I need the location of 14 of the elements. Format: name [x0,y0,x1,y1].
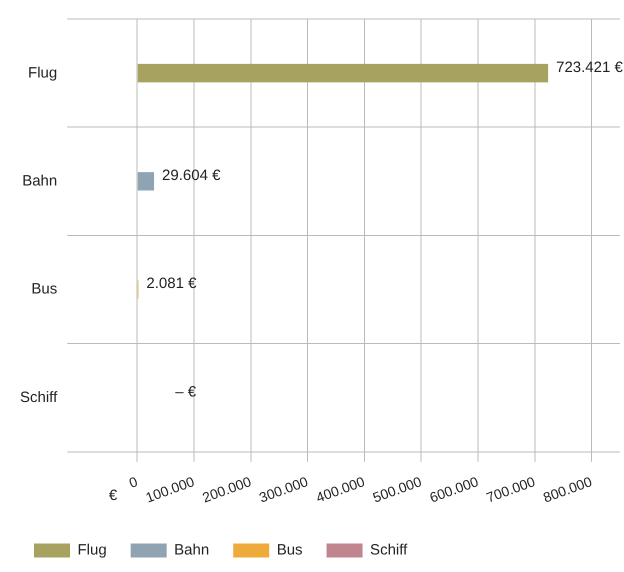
legend-label: Bus [276,542,303,559]
y-tick-label: Schiff [20,388,58,406]
x-axis-title: € [108,487,118,504]
data-label: 723.421 € [556,58,624,76]
legend-label: Schiff [370,542,408,559]
y-tick-label: Flug [28,64,58,82]
legend-label: Flug [78,542,107,559]
y-tick-label: Bus [31,280,58,298]
data-label: – € [175,383,197,400]
x-tick-label: 0 [126,473,140,491]
legend-label: Bahn [174,542,210,559]
y-tick-label: Bahn [22,172,58,190]
data-label: 29.604 € [162,166,222,184]
data-label: 2.081 € [146,275,198,292]
